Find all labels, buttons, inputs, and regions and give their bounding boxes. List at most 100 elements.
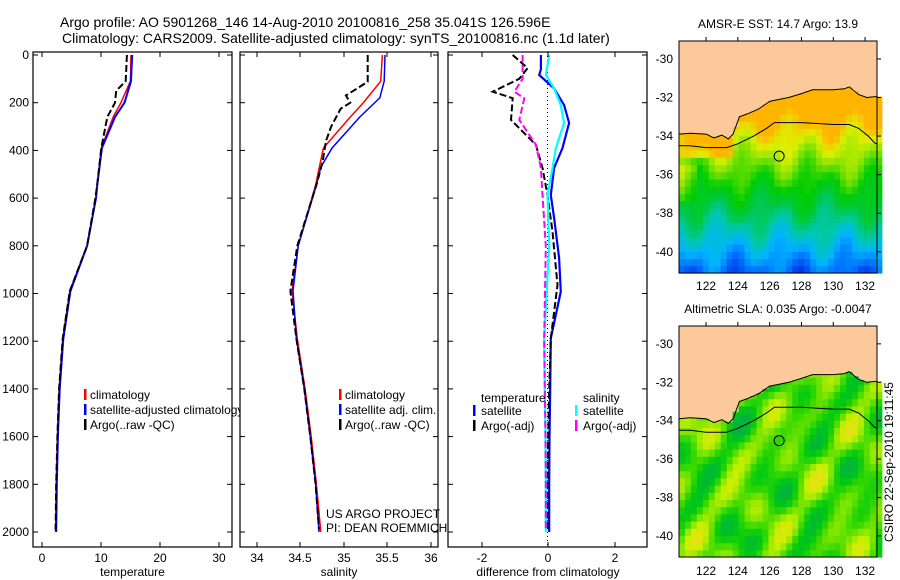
y-tick-label: 2000 [2,525,29,539]
sst-cell [714,164,722,173]
sst-cell [696,265,704,274]
sst-cell [702,229,710,238]
sst-cell [804,207,811,216]
sst-cell [696,207,704,216]
sla-cell [744,427,752,436]
sla-cell [744,506,752,515]
sla-cell [810,377,817,385]
lon-tick-label: 132 [855,564,875,578]
sst-cell [828,135,835,144]
sst-cell [852,236,859,245]
sst-cell [792,215,799,223]
sst-cell [875,265,883,274]
sst-cell [816,193,823,202]
sst-cell [726,222,734,231]
sst-cell [857,150,865,158]
sla-cell [679,470,686,479]
sst-cell [822,207,829,216]
sla-cell [846,371,853,378]
sla-cell [786,535,793,544]
sla-cell [869,398,877,407]
sst-cell [822,99,829,108]
sla-cell [834,470,841,479]
sla-cell [875,513,883,522]
sst-cell [774,186,781,194]
sst-cell [732,127,740,129]
lon-tick-label: 122 [696,279,716,293]
sst-cell [792,193,799,202]
sst-cell [756,207,764,216]
sla-cell [744,470,752,479]
sla-cell [720,470,728,479]
sst-cell [696,193,704,202]
lon-tick-label: 124 [728,564,748,578]
sla-cell [685,499,692,508]
sla-cell [810,384,817,392]
sla-cell [816,513,823,522]
sla-cell [732,449,740,457]
sst-cell [720,258,728,267]
sla-cell [768,413,776,421]
sst-cell [816,244,823,252]
sla-cell [685,456,692,464]
sst-cell [852,150,859,158]
sst-cell [780,215,787,223]
sla-cell [852,535,859,544]
sla-cell [708,470,716,479]
sla-cell [792,542,799,551]
sla-cell [857,513,865,522]
sla-cell [804,499,811,508]
sst-cell [690,186,698,194]
sst-cell [875,258,883,267]
sst-cell [720,164,728,173]
sla-cell [840,492,847,500]
sst-cell [822,135,829,144]
sla-cell [708,449,716,457]
sla-cell [857,542,865,551]
sst-cell [810,222,817,231]
sla-cell [834,391,841,400]
lat-tick-label: -40 [656,245,674,259]
sla-cell [852,485,859,493]
sla-cell [863,434,871,443]
sla-cell [834,477,841,486]
sst-cell [786,200,793,209]
sla-cell [762,549,770,558]
sla-cell [774,499,781,508]
sst-cell [774,193,781,202]
legend-label: Argo(..raw -QC) [90,418,175,432]
sla-cell [834,549,841,558]
sst-cell [869,171,877,180]
sst-cell [685,244,692,252]
sla-cell [810,535,817,544]
sla-cell [804,405,811,414]
sla-cell [863,456,871,464]
sst-cell [792,157,799,166]
sst-cell [798,215,805,223]
sla-cell [840,427,847,436]
sst-cell [852,186,859,194]
sst-cell [750,142,758,151]
sst-cell [798,229,805,238]
sst-cell [810,193,817,202]
sst-cell [840,106,847,115]
sst-cell [792,150,799,158]
sla-cell [834,398,841,407]
sla-cell [816,499,823,508]
sla-cell [804,463,811,472]
sst-cell [857,258,865,267]
sla-cell [679,477,686,486]
credit-project: US ARGO PROJECT [326,507,441,521]
sst-cell [720,207,728,216]
sst-cell [774,229,781,238]
sst-cell [738,236,746,245]
sst-cell [846,215,853,223]
legend-title-salinity: salinity [583,391,620,405]
sst-cell [756,121,764,129]
sst-cell [738,171,746,180]
sst-cell [696,236,704,245]
sla-cell [852,413,859,421]
sst-cell [738,135,746,144]
sst-cell [857,106,865,115]
sla-cell [846,549,853,558]
